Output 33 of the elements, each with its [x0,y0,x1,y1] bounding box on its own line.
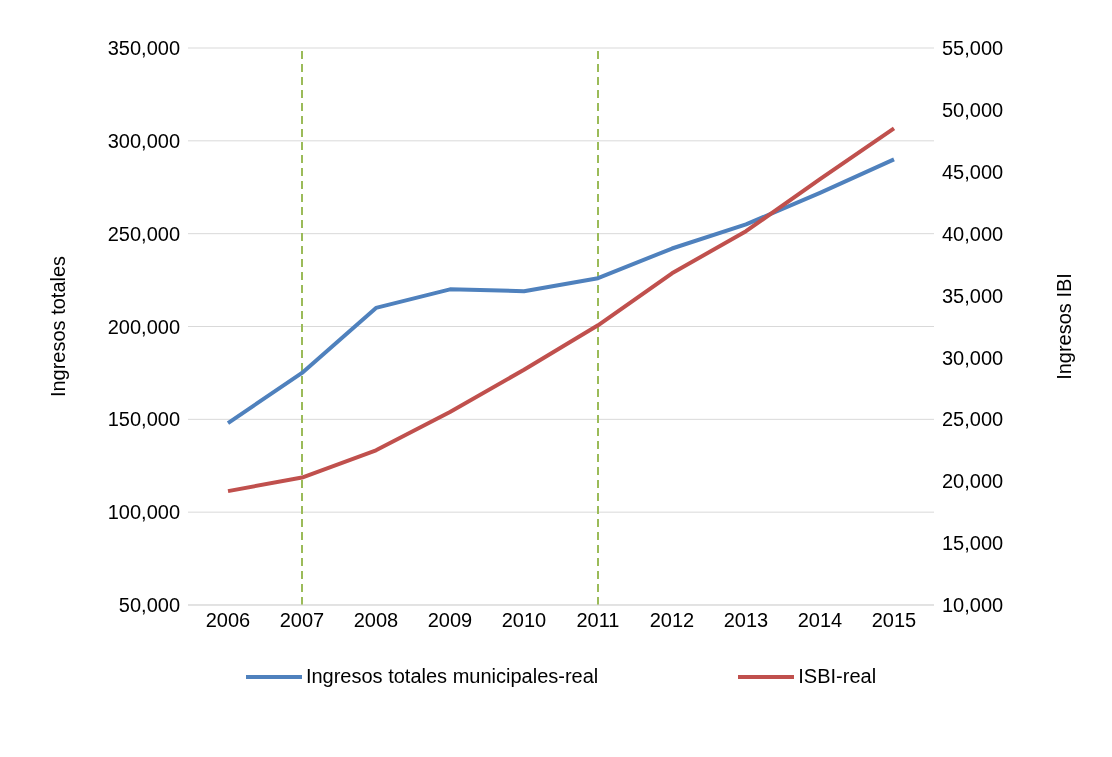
x-tick-label: 2008 [353,609,399,632]
y2-tick-label: 10,000 [942,594,1004,617]
y2-tick-label: 20,000 [942,470,1004,493]
y-tick-label: 100,000 [107,501,180,524]
legend-label: ISBI-real [798,665,877,688]
x-tick-label: 2007 [279,609,325,632]
y-tick-label: 350,000 [107,37,180,60]
y2-tick-label: 25,000 [942,408,1004,431]
y2-tick-label: 35,000 [942,284,1004,307]
y2-tick-label: 50,000 [942,98,1004,121]
line-series [226,157,896,426]
y2-tick-label: 30,000 [942,346,1004,369]
x-tick-label: 2014 [797,609,843,632]
x-tick-label: 2012 [649,609,695,632]
x-tick-label: 2015 [871,609,917,632]
x-tick-label: 2006 [205,609,251,632]
y-axis-title: Ingresos totales [47,255,70,398]
y-tick-label: 300,000 [107,129,180,152]
line-series [226,126,896,494]
y-tick-label: 200,000 [107,315,180,338]
x-tick-label: 2011 [576,609,620,632]
y2-tick-label: 15,000 [942,532,1004,555]
x-tick-label: 2013 [723,609,769,632]
y2-axis-title: Ingresos IBI [1053,273,1076,380]
legend-label: Ingresos totales municipales-real [305,665,599,688]
x-tick-label: 2010 [501,609,547,632]
y2-tick-label: 45,000 [942,160,1004,183]
y2-tick-label: 40,000 [942,222,1004,245]
y-tick-label: 50,000 [118,594,180,617]
y2-tick-label: 55,000 [942,37,1004,60]
y-tick-label: 250,000 [107,222,180,245]
y-tick-label: 150,000 [107,408,180,431]
x-tick-label: 2009 [427,609,473,632]
